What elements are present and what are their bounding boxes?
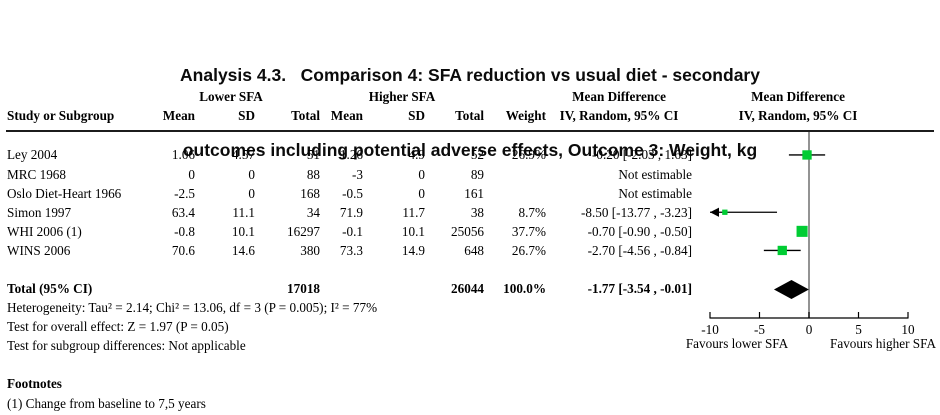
svg-text:10: 10: [901, 322, 915, 337]
total-higher: 648: [464, 242, 484, 258]
total-lower: 380: [300, 242, 320, 258]
sd-higher: 14.9: [401, 242, 425, 258]
study-label: WINS 2006: [7, 242, 71, 258]
favours-left-label: Favours lower SFA: [685, 336, 789, 351]
md-ci-value: -0.70 [-0.90 , -0.50]: [587, 223, 692, 239]
sd-lower: 14.6: [231, 242, 255, 258]
mean-higher: -0.5: [342, 185, 363, 201]
sd-higher: 10.1: [401, 223, 425, 239]
total-weight: 100.0%: [503, 281, 546, 296]
analysis-title-line1: Analysis 4.3. Comparison 4: SFA reductio…: [180, 65, 760, 85]
md-ci-value: -2.70 [-4.56 , -0.84]: [587, 242, 692, 258]
header-divider: [6, 130, 934, 132]
mean-higher: -0.1: [342, 223, 363, 239]
weight-value: 26.9%: [511, 147, 546, 163]
col-header-weight: Weight: [505, 108, 546, 123]
sd-lower: 10.1: [231, 223, 255, 239]
mean-lower: 70.6: [171, 242, 195, 258]
group-header-higher-sfa: Higher SFA: [368, 89, 436, 104]
weight-value: 8.7%: [518, 204, 546, 220]
svg-text:-5: -5: [754, 322, 765, 337]
study-label: Ley 2004: [7, 147, 58, 163]
col-header-mean-higher: Mean: [330, 108, 363, 123]
table-row: Simon 1997 63.4 11.1 34 71.9 11.7 38 8.7…: [0, 203, 700, 222]
total-higher-sum: 26044: [451, 281, 484, 296]
total-lower-sum: 17018: [287, 281, 320, 296]
mean-lower: -0.8: [174, 223, 195, 239]
sd-higher: 11.7: [402, 204, 425, 220]
col-header-total-higher: Total: [455, 108, 484, 123]
sd-lower: 0: [248, 166, 255, 182]
total-higher: 89: [470, 166, 484, 182]
table-row: MRC 1968 0 0 88 -3 0 89 Not estimable: [0, 165, 700, 184]
md-ci-value: -0.20 [-2.03 , 1.63]: [592, 147, 692, 163]
mean-higher: -3: [352, 166, 363, 182]
mean-higher: 1.26: [339, 147, 363, 163]
mean-lower: 1.06: [171, 147, 195, 163]
md-plot-header-line2: IV, Random, 95% CI: [738, 108, 858, 123]
total-higher: 52: [470, 147, 484, 163]
col-header-study: Study or Subgroup: [7, 108, 115, 123]
total-row: Total (95% CI) 17018 26044 100.0% -1.77 …: [0, 279, 700, 298]
total-md-ci: -1.77 [-3.54 , -0.01]: [587, 281, 692, 296]
analysis-title-line2: outcomes including potential adverse eff…: [182, 140, 758, 160]
svg-text:5: 5: [855, 322, 862, 337]
mean-higher: 71.9: [339, 204, 363, 220]
table-row: Oslo Diet-Heart 1966 -2.5 0 168 -0.5 0 1…: [0, 184, 700, 203]
total-lower: 16297: [287, 223, 320, 239]
col-header-mean-lower: Mean: [162, 108, 195, 123]
table-row: WHI 2006 (1) -0.8 10.1 16297 -0.1 10.1 2…: [0, 222, 700, 241]
subgroup-test: Test for subgroup differences: Not appli…: [7, 338, 246, 353]
total-higher: 161: [464, 185, 484, 201]
md-ci-value: -8.50 [-13.77 , -3.23]: [581, 204, 692, 220]
total-higher: 25056: [451, 223, 484, 239]
col-header-sd-lower: SD: [238, 108, 255, 123]
group-header-lower-sfa: Lower SFA: [199, 89, 263, 104]
sd-higher: 0: [418, 185, 425, 201]
table-row: Ley 2004 1.06 4.57 51 1.26 4.9 52 26.9% …: [0, 145, 700, 164]
md-ci-value: Not estimable: [618, 166, 692, 182]
md-plot-header-line1: Mean Difference: [751, 89, 845, 104]
total-lower: 168: [300, 185, 320, 201]
footnote-item: (1) Change from baseline to 7,5 years: [7, 396, 206, 411]
heterogeneity-stats: Heterogeneity: Tau² = 2.14; Chi² = 13.06…: [7, 300, 378, 315]
footnotes-heading: Footnotes: [7, 376, 62, 391]
study-label: Simon 1997: [7, 204, 72, 220]
total-lower: 88: [306, 166, 320, 182]
md-stat-header-line1: Mean Difference: [572, 89, 666, 104]
overall-effect-test: Test for overall effect: Z = 1.97 (P = 0…: [7, 319, 229, 334]
weight-value: 26.7%: [511, 242, 546, 258]
svg-text:0: 0: [806, 322, 813, 337]
study-label: Oslo Diet-Heart 1966: [7, 185, 122, 201]
table-row: WINS 2006 70.6 14.6 380 73.3 14.9 648 26…: [0, 241, 700, 260]
sd-lower: 11.1: [232, 204, 255, 220]
sd-higher: 0: [418, 166, 425, 182]
favours-right-label: Favours higher SFA: [830, 336, 936, 351]
total-label: Total (95% CI): [7, 281, 93, 296]
sd-lower: 4.57: [231, 147, 255, 163]
total-lower: 51: [306, 147, 320, 163]
analysis-title: Analysis 4.3. Comparison 4: SFA reductio…: [0, 13, 940, 213]
col-header-total-lower: Total: [291, 108, 320, 123]
study-label: MRC 1968: [7, 166, 66, 182]
total-lower: 34: [306, 204, 320, 220]
sd-higher: 4.9: [408, 147, 425, 163]
sd-lower: 0: [248, 185, 255, 201]
mean-higher: 73.3: [339, 242, 363, 258]
weight-value: 37.7%: [511, 223, 546, 239]
svg-text:-10: -10: [701, 322, 719, 337]
mean-lower: -2.5: [174, 185, 195, 201]
col-header-sd-higher: SD: [408, 108, 425, 123]
md-stat-header-line2: IV, Random, 95% CI: [559, 108, 679, 123]
mean-lower: 63.4: [171, 204, 195, 220]
md-ci-value: Not estimable: [618, 185, 692, 201]
mean-lower: 0: [188, 166, 195, 182]
total-higher: 38: [470, 204, 484, 220]
study-label: WHI 2006 (1): [7, 223, 82, 239]
